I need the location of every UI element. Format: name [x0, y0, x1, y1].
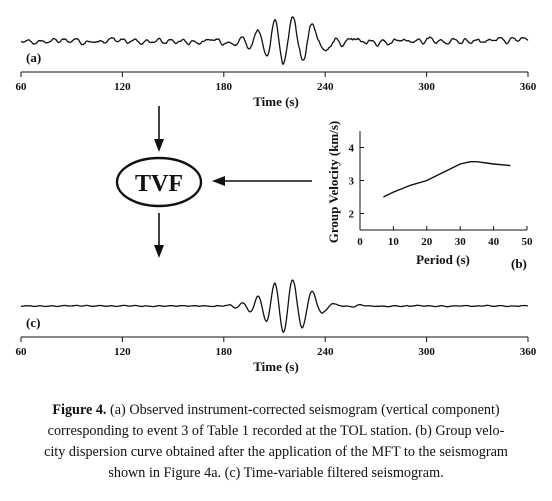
- x-tick-label: 240: [317, 346, 334, 358]
- seismogram-trace-c: [21, 279, 529, 333]
- x-tick-label: 10: [388, 236, 400, 248]
- x-tick-label: 60: [16, 81, 28, 93]
- panel-a-label: (a): [26, 50, 41, 65]
- x-tick-label: 30: [455, 236, 467, 248]
- x-tick-label: 240: [317, 81, 334, 93]
- tvf-label: TVF: [135, 171, 183, 197]
- panel-a: (a) 60 120 180 240 300 360 Time (s): [16, 16, 537, 109]
- x-tick-label: 40: [488, 236, 500, 248]
- seismogram-trace-a: [20, 16, 529, 66]
- panel-c-x-axis-label: Time (s): [253, 359, 299, 374]
- dispersion-curve: [383, 161, 511, 198]
- panel-c: (c) 60 120 180 240 300 360 Time (s): [16, 279, 537, 374]
- x-tick-label: 180: [216, 81, 233, 93]
- x-tick-label: 360: [520, 81, 537, 93]
- x-tick-label: 50: [522, 236, 534, 248]
- x-tick-label: 300: [418, 81, 435, 93]
- panel-b-x-axis-label: Period (s): [416, 252, 470, 267]
- tvf-ellipse: [115, 156, 203, 208]
- panel-c-x-ticks: 60 120 180 240 300 360: [16, 337, 537, 358]
- panel-c-label: (c): [26, 315, 40, 330]
- panel-b-label: (b): [511, 256, 527, 271]
- panel-a-x-axis-label: Time (s): [253, 94, 299, 109]
- arrow-b-to-tvf-head: [212, 176, 225, 186]
- arrow-tvf-to-c-head: [154, 245, 164, 258]
- x-tick-label: 60: [16, 346, 28, 358]
- arrow-a-to-tvf-head: [154, 139, 164, 152]
- figure-4: (a) 60 120 180 240 300 360 Time (s) TVF 0 10 20…: [16, 16, 537, 374]
- x-tick-label: 300: [418, 346, 435, 358]
- y-tick-label: 4: [349, 143, 355, 155]
- caption-prefix: Figure 4.: [52, 402, 107, 418]
- x-tick-label: 120: [114, 346, 131, 358]
- flow-diagram: TVF: [115, 106, 312, 258]
- x-tick-label: 180: [216, 346, 233, 358]
- panel-b: 0 10 20 30 40 50 2 3 4 Period (s) Group Velocity…: [326, 121, 533, 271]
- x-tick-label: 120: [114, 81, 131, 93]
- panel-b-y-axis-label: Group Velocity (km/s): [326, 121, 341, 244]
- caption-line-1: (a) Observed instrument-corrected seismo…: [106, 402, 500, 418]
- caption-line-3: city dispersion curve obtained after the…: [44, 444, 508, 460]
- panel-b-ticks: 0 10 20 30 40 50 2 3 4: [349, 143, 534, 249]
- x-tick-label: 360: [520, 346, 537, 358]
- caption-line-4: shown in Figure 4a. (c) Time-variable fi…: [108, 465, 444, 481]
- caption-line-2: corresponding to event 3 of Table 1 reco…: [47, 423, 505, 439]
- y-tick-label: 3: [349, 176, 355, 188]
- x-tick-label: 20: [421, 236, 433, 248]
- y-tick-label: 2: [349, 209, 355, 221]
- x-tick-label: 0: [357, 236, 363, 248]
- panel-a-x-ticks: 60 120 180 240 300 360: [16, 72, 537, 93]
- figure-caption: Figure 4. (a) Observed instrument-correc…: [16, 400, 536, 484]
